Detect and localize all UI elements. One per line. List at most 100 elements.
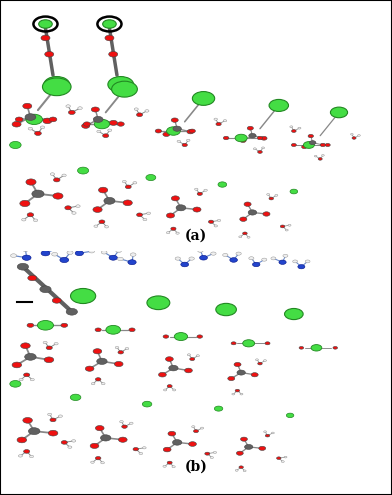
Circle shape xyxy=(279,260,286,264)
Circle shape xyxy=(194,188,198,190)
Circle shape xyxy=(167,127,180,135)
Circle shape xyxy=(147,296,170,309)
Circle shape xyxy=(91,461,94,463)
Circle shape xyxy=(236,252,241,255)
Circle shape xyxy=(205,452,210,455)
Circle shape xyxy=(143,218,147,221)
Circle shape xyxy=(93,348,102,354)
Circle shape xyxy=(44,357,54,363)
Circle shape xyxy=(175,257,180,260)
Circle shape xyxy=(283,254,288,257)
Circle shape xyxy=(122,180,126,183)
Circle shape xyxy=(174,333,188,341)
Circle shape xyxy=(311,345,322,351)
Circle shape xyxy=(128,260,136,265)
Circle shape xyxy=(241,437,247,441)
Circle shape xyxy=(176,232,179,234)
Circle shape xyxy=(200,427,204,429)
Circle shape xyxy=(275,195,278,197)
Circle shape xyxy=(75,251,83,256)
Circle shape xyxy=(265,434,270,437)
Circle shape xyxy=(65,206,71,210)
Circle shape xyxy=(104,198,115,204)
Circle shape xyxy=(177,140,181,143)
Circle shape xyxy=(40,286,51,293)
Circle shape xyxy=(129,328,135,332)
Circle shape xyxy=(265,342,270,345)
Circle shape xyxy=(185,368,192,373)
Circle shape xyxy=(243,470,246,472)
Circle shape xyxy=(27,213,34,217)
Circle shape xyxy=(213,451,216,453)
Circle shape xyxy=(269,197,274,200)
Circle shape xyxy=(176,205,186,211)
Circle shape xyxy=(166,232,170,234)
Circle shape xyxy=(130,253,136,256)
Circle shape xyxy=(235,469,238,471)
Circle shape xyxy=(95,378,101,381)
Circle shape xyxy=(89,249,94,253)
Circle shape xyxy=(103,134,109,138)
Circle shape xyxy=(256,359,258,361)
Circle shape xyxy=(209,220,214,223)
Circle shape xyxy=(93,116,103,122)
Circle shape xyxy=(286,413,294,418)
Circle shape xyxy=(223,120,227,122)
Circle shape xyxy=(91,107,100,112)
Circle shape xyxy=(214,118,218,120)
Circle shape xyxy=(12,362,22,368)
Circle shape xyxy=(217,219,221,222)
Circle shape xyxy=(109,255,117,260)
Circle shape xyxy=(167,213,174,218)
Circle shape xyxy=(192,426,195,428)
Circle shape xyxy=(54,178,60,182)
Circle shape xyxy=(28,275,37,281)
Circle shape xyxy=(231,342,236,345)
Circle shape xyxy=(90,443,99,448)
Circle shape xyxy=(271,432,274,434)
Circle shape xyxy=(133,182,137,184)
Circle shape xyxy=(163,447,171,452)
Circle shape xyxy=(169,365,178,371)
Circle shape xyxy=(105,35,114,41)
Circle shape xyxy=(34,131,41,136)
Circle shape xyxy=(108,77,134,93)
Circle shape xyxy=(48,430,58,436)
Circle shape xyxy=(298,127,301,129)
Circle shape xyxy=(253,148,256,149)
Circle shape xyxy=(61,323,68,327)
Circle shape xyxy=(211,252,216,255)
Circle shape xyxy=(145,110,149,112)
Circle shape xyxy=(71,289,96,303)
Circle shape xyxy=(43,342,47,344)
Text: (a): (a) xyxy=(185,229,207,243)
Circle shape xyxy=(228,376,235,381)
Circle shape xyxy=(85,366,94,371)
Circle shape xyxy=(249,133,256,138)
Circle shape xyxy=(318,158,322,160)
Circle shape xyxy=(50,173,54,175)
Circle shape xyxy=(91,383,95,385)
Circle shape xyxy=(189,442,196,446)
Circle shape xyxy=(115,346,119,348)
Circle shape xyxy=(235,134,247,142)
Circle shape xyxy=(271,257,276,260)
Circle shape xyxy=(33,219,38,222)
Circle shape xyxy=(259,446,266,450)
Circle shape xyxy=(285,229,288,231)
Circle shape xyxy=(102,383,105,385)
Circle shape xyxy=(309,141,316,145)
Circle shape xyxy=(41,250,50,256)
Circle shape xyxy=(22,255,31,260)
Circle shape xyxy=(72,212,76,214)
Circle shape xyxy=(333,346,338,349)
Circle shape xyxy=(26,179,36,185)
Circle shape xyxy=(67,251,73,254)
Circle shape xyxy=(239,466,243,468)
Circle shape xyxy=(247,236,250,238)
Circle shape xyxy=(352,137,356,139)
Circle shape xyxy=(54,343,58,345)
Circle shape xyxy=(167,461,172,464)
Circle shape xyxy=(247,126,253,130)
Circle shape xyxy=(23,103,32,109)
